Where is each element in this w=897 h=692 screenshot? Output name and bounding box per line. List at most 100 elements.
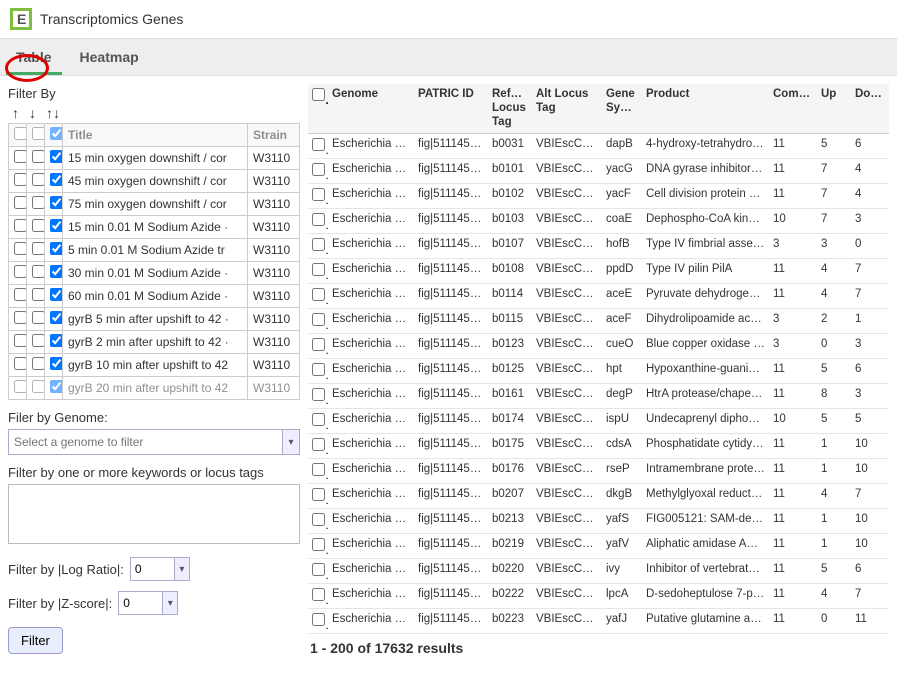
table-row[interactable]: Escherichia coli sfig|511145.12b0123VBIE… [308,334,889,359]
col-down[interactable]: Down [851,84,889,134]
filter-row-cb2[interactable] [32,173,45,186]
row-checkbox[interactable] [312,188,325,201]
filter-row-cb3[interactable] [50,288,63,301]
filter-row-cb2[interactable] [32,242,45,255]
table-row[interactable]: Escherichia coli sfig|511145.12b0031VBIE… [308,134,889,159]
filter-row-cb3[interactable] [50,196,63,209]
filter-row[interactable]: 15 min oxygen downshift / corW3110 [9,147,300,170]
filter-row-cb2[interactable] [32,311,45,324]
filter-row-cb2[interactable] [32,380,45,393]
filter-row-cb3[interactable] [50,311,63,324]
filter-row[interactable]: gyrB 20 min after upshift to 42W3110 [9,377,300,400]
row-checkbox[interactable] [312,238,325,251]
z-score-dropdown-icon[interactable]: ▾ [162,591,178,615]
sort-up-icon[interactable]: ↑ [12,105,19,121]
col-gene-symbol[interactable]: Gene Symbol [602,84,642,134]
log-ratio-dropdown-icon[interactable]: ▾ [174,557,190,581]
table-row[interactable]: Escherichia coli sfig|511145.12b0175VBIE… [308,434,889,459]
filter-row[interactable]: 60 min 0.01 M Sodium Azide ·W3110 [9,285,300,308]
row-checkbox[interactable] [312,513,325,526]
col-product[interactable]: Product [642,84,769,134]
table-row[interactable]: Escherichia coli sfig|511145.12b0108VBIE… [308,259,889,284]
sort-down-icon[interactable]: ↓ [29,105,36,121]
table-row[interactable]: Escherichia coli sfig|511145.12b0125VBIE… [308,359,889,384]
col-comparisons[interactable]: Comparisons [769,84,817,134]
filter-row[interactable]: gyrB 10 min after upshift to 42W3110 [9,354,300,377]
col-patric-id[interactable]: PATRIC ID [414,84,488,134]
table-row[interactable]: Escherichia coli sfig|511145.12b0107VBIE… [308,234,889,259]
filter-row-cb3[interactable] [50,242,63,255]
filter-row[interactable]: gyrB 2 min after upshift to 42 ·W3110 [9,331,300,354]
table-row[interactable]: Escherichia coli sfig|511145.12b0213VBIE… [308,509,889,534]
filter-row-cb3[interactable] [50,173,63,186]
row-checkbox[interactable] [312,438,325,451]
table-row[interactable]: Escherichia coli sfig|511145.12b0219VBIE… [308,534,889,559]
genome-filter-dropdown-icon[interactable]: ▾ [282,429,300,455]
keyword-filter-input[interactable] [8,484,300,544]
filter-row-cb1[interactable] [14,242,27,255]
table-row[interactable]: Escherichia coli sfig|511145.12b0220VBIE… [308,559,889,584]
filter-row-cb1[interactable] [14,173,27,186]
row-checkbox[interactable] [312,588,325,601]
table-row[interactable]: Escherichia coli sfig|511145.12b0115VBIE… [308,309,889,334]
filter-row-cb1[interactable] [14,311,27,324]
table-row[interactable]: Escherichia coli sfig|511145.12b0223VBIE… [308,609,889,634]
filter-row-cb2[interactable] [32,196,45,209]
filter-row-cb1[interactable] [14,219,27,232]
filter-row[interactable]: 30 min 0.01 M Sodium Azide ·W3110 [9,262,300,285]
filter-row[interactable]: 5 min 0.01 M Sodium Azide trW3110 [9,239,300,262]
filter-row-cb2[interactable] [32,288,45,301]
row-checkbox[interactable] [312,163,325,176]
filter-row-cb1[interactable] [14,380,27,393]
row-checkbox[interactable] [312,213,325,226]
filter-row-cb3[interactable] [50,380,63,393]
filter-row[interactable]: 45 min oxygen downshift / corW3110 [9,170,300,193]
row-checkbox[interactable] [312,463,325,476]
row-checkbox[interactable] [312,488,325,501]
row-checkbox[interactable] [312,613,325,626]
filter-col-title[interactable]: Title [63,124,248,147]
row-checkbox[interactable] [312,288,325,301]
col-genome[interactable]: Genome [328,84,414,134]
filter-row-cb3[interactable] [50,150,63,163]
row-checkbox[interactable] [312,138,325,151]
row-checkbox[interactable] [312,313,325,326]
sort-both-icon[interactable]: ↑↓ [46,105,60,121]
filter-row-cb1[interactable] [14,357,27,370]
filter-col2-select-all[interactable] [32,127,45,140]
filter-row-cb1[interactable] [14,150,27,163]
row-checkbox[interactable] [312,338,325,351]
col-up[interactable]: Up [817,84,851,134]
table-row[interactable]: Escherichia coli sfig|511145.12b0114VBIE… [308,284,889,309]
row-checkbox[interactable] [312,538,325,551]
filter-row-cb2[interactable] [32,219,45,232]
filter-row[interactable]: 15 min 0.01 M Sodium Azide ·W3110 [9,216,300,239]
filter-row-cb1[interactable] [14,196,27,209]
table-row[interactable]: Escherichia coli sfig|511145.12b0101VBIE… [308,159,889,184]
log-ratio-input[interactable] [130,557,174,581]
filter-row-cb2[interactable] [32,357,45,370]
col-alt-locus[interactable]: Alt Locus Tag [532,84,602,134]
filter-row-cb2[interactable] [32,150,45,163]
genome-filter-input[interactable] [8,429,282,455]
table-row[interactable]: Escherichia coli sfig|511145.12b0161VBIE… [308,384,889,409]
filter-row-cb1[interactable] [14,334,27,347]
filter-row-cb2[interactable] [32,265,45,278]
row-checkbox[interactable] [312,563,325,576]
results-select-all[interactable] [312,88,325,101]
filter-col1-select-all[interactable] [14,127,27,140]
table-row[interactable]: Escherichia coli sfig|511145.12b0222VBIE… [308,584,889,609]
row-checkbox[interactable] [312,363,325,376]
tab-heatmap[interactable]: Heatmap [76,47,143,67]
filter-row-cb1[interactable] [14,288,27,301]
table-row[interactable]: Escherichia coli sfig|511145.12b0207VBIE… [308,484,889,509]
tab-table[interactable]: Table [12,47,56,67]
table-row[interactable]: Escherichia coli sfig|511145.12b0103VBIE… [308,209,889,234]
table-row[interactable]: Escherichia coli sfig|511145.12b0102VBIE… [308,184,889,209]
filter-row-cb3[interactable] [50,357,63,370]
filter-row-cb2[interactable] [32,334,45,347]
row-checkbox[interactable] [312,388,325,401]
filter-row-cb1[interactable] [14,265,27,278]
col-refseq[interactable]: RefSeq Locus Tag [488,84,532,134]
filter-button[interactable]: Filter [8,627,63,654]
